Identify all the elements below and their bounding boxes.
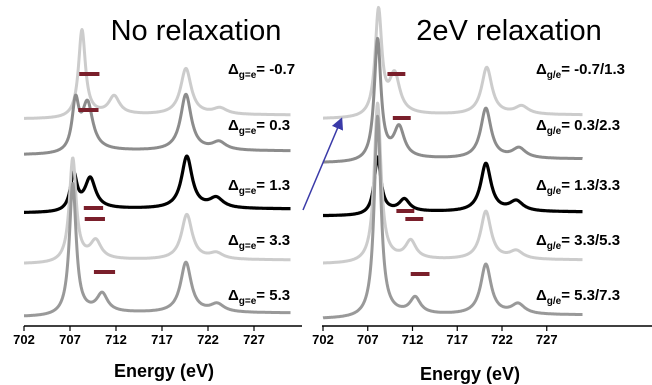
bars-left bbox=[78, 72, 116, 274]
curves-left bbox=[22, 28, 292, 318]
delta-label-1: Δg/e= -0.7/1.3 bbox=[536, 61, 625, 81]
bars-right bbox=[387, 72, 430, 276]
panel-no-relaxation: Δg=e= -0.7 Δg=e= 0.3 Δg=e= 1.3 Δg=e= 3.3 Δg=… bbox=[13, 15, 302, 381]
x-axis-title-left: Energy (eV) bbox=[114, 361, 214, 381]
x-tick-label: 717 bbox=[446, 332, 468, 347]
x-tick-label: 727 bbox=[243, 332, 265, 347]
delta-label-5: Δg=e= 5.3 bbox=[228, 287, 290, 307]
delta-label-2: Δg=e= 0.3 bbox=[228, 117, 290, 137]
spectrum-line-5 bbox=[23, 182, 292, 318]
x-tick-label: 727 bbox=[536, 332, 558, 347]
curves-right bbox=[321, 5, 584, 320]
x-tick-label: 702 bbox=[312, 332, 334, 347]
ticks-right: 702 707 712 717 722 727 bbox=[312, 326, 558, 347]
x-tick-label: 722 bbox=[491, 332, 513, 347]
delta-labels-left: Δg=e= -0.7 Δg=e= 0.3 Δg=e= 1.3 Δg=e= 3.3 Δg=… bbox=[228, 61, 295, 307]
x-tick-label: 722 bbox=[197, 332, 219, 347]
delta-label-1: Δg=e= -0.7 bbox=[228, 61, 295, 81]
delta-label-3: Δg/e= 1.3/3.3 bbox=[536, 177, 620, 197]
ticks-left: 702 707 712 717 722 727 bbox=[13, 326, 265, 347]
spectrum-line-4 bbox=[23, 156, 292, 265]
delta-label-2: Δg/e= 0.3/2.3 bbox=[536, 117, 620, 137]
spectrum-line-1 bbox=[322, 5, 584, 120]
x-tick-label: 702 bbox=[13, 332, 35, 347]
x-tick-label: 712 bbox=[402, 332, 424, 347]
spectrum-line-2 bbox=[23, 92, 292, 156]
x-tick-label: 707 bbox=[59, 332, 81, 347]
delta-label-4: Δg=e= 3.3 bbox=[228, 232, 290, 252]
panel-2ev-relaxation: Δg/e= -0.7/1.3 Δg/e= 0.3/2.3 Δg/e= 1.3/3.3… bbox=[312, 5, 652, 384]
panel-title-right: 2eV relaxation bbox=[416, 15, 601, 47]
delta-label-3: Δg=e= 1.3 bbox=[228, 177, 290, 197]
delta-label-5: Δg/e= 5.3/7.3 bbox=[536, 287, 620, 307]
spectrum-line-2 bbox=[322, 36, 584, 164]
delta-label-4: Δg/e= 3.3/5.3 bbox=[536, 232, 620, 252]
x-tick-label: 717 bbox=[151, 332, 173, 347]
x-tick-label: 707 bbox=[357, 332, 379, 347]
spectrum-line-5 bbox=[322, 114, 584, 320]
x-tick-label: 712 bbox=[105, 332, 127, 347]
spectrum-line-1 bbox=[23, 28, 292, 120]
spectrum-line-3 bbox=[22, 154, 292, 214]
x-axis-title-right: Energy (eV) bbox=[420, 364, 520, 384]
spectrum-line-3 bbox=[321, 155, 584, 218]
delta-labels-right: Δg/e= -0.7/1.3 Δg/e= 0.3/2.3 Δg/e= 1.3/3.3… bbox=[536, 61, 625, 307]
spectrum-line-4 bbox=[322, 101, 584, 265]
panel-title-left: No relaxation bbox=[111, 15, 282, 47]
transition-arrow bbox=[302, 117, 344, 211]
